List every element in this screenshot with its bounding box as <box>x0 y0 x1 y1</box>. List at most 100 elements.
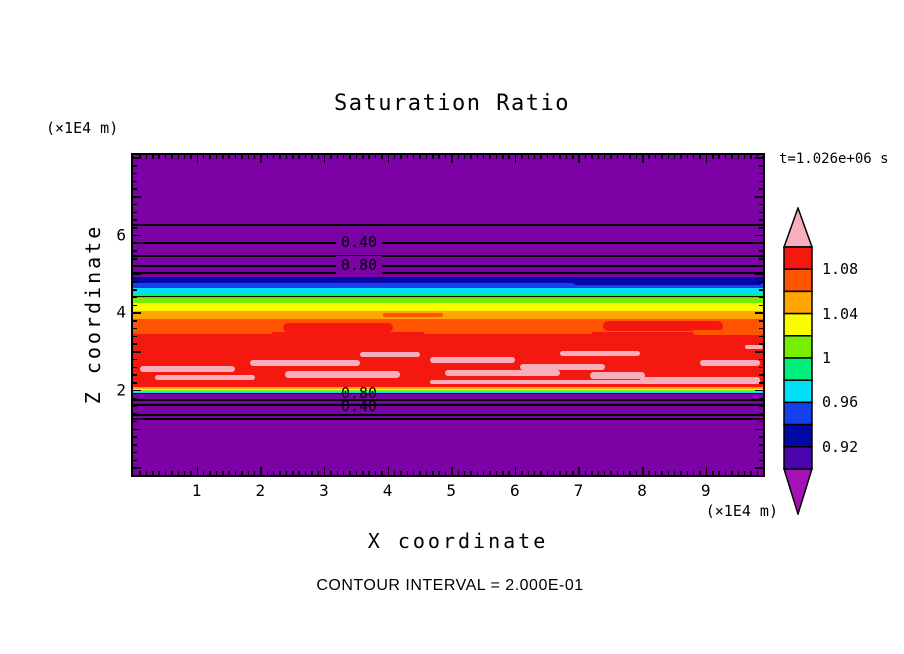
x-axis-tick <box>183 155 186 159</box>
x-axis-tick <box>368 155 370 159</box>
x-axis-tick <box>342 155 345 159</box>
x-axis-tick <box>476 471 479 475</box>
y-axis-tick <box>133 188 137 190</box>
contour-line <box>133 255 763 257</box>
y-axis-tick <box>133 413 137 415</box>
x-tick-label: 8 <box>637 481 647 500</box>
x-axis-tick <box>253 471 256 475</box>
x-axis-tick <box>540 155 542 159</box>
x-axis-tick <box>673 471 676 475</box>
y-axis-tick <box>133 234 141 237</box>
x-axis-tick <box>629 155 631 159</box>
contour-line <box>133 242 763 244</box>
y-axis-tick <box>759 281 763 283</box>
colorbar <box>782 205 814 519</box>
x-axis-tick <box>374 155 377 159</box>
x-axis-tick <box>342 471 345 475</box>
y-axis-tick <box>133 172 137 175</box>
y-axis-tick <box>759 436 763 438</box>
y-axis-tick <box>133 366 137 369</box>
color-band <box>133 388 763 390</box>
colorbar-tick-label: 0.96 <box>822 393 859 412</box>
x-axis-tick <box>724 471 727 475</box>
contour-value-label: 0.80 <box>340 384 378 402</box>
x-axis-tick <box>667 155 670 159</box>
color-band <box>133 298 763 303</box>
y-axis-tick <box>133 389 141 392</box>
y-axis-tick <box>759 188 763 190</box>
x-axis-tick <box>712 471 714 475</box>
contour-value-label: 0.40 <box>335 233 383 251</box>
x-axis-tick <box>686 471 689 475</box>
y-axis-tick <box>755 389 763 392</box>
color-patch <box>423 328 593 334</box>
x-axis-tick <box>540 471 542 475</box>
x-axis-tick <box>521 155 523 159</box>
x-axis-tick <box>629 471 631 475</box>
x-axis-tick <box>470 155 472 159</box>
x-axis-tick <box>215 471 218 475</box>
x-axis-tick <box>622 471 625 475</box>
chart-title: Saturation Ratio <box>334 91 570 116</box>
x-axis-tick <box>476 155 479 159</box>
colorbar-graphic <box>782 205 814 517</box>
contour-line <box>133 414 763 416</box>
y-axis-tick <box>759 289 763 291</box>
x-axis-tick <box>412 471 415 475</box>
color-patch <box>133 329 273 334</box>
x-axis-tick <box>680 471 682 475</box>
x-axis-tick <box>705 467 708 475</box>
y-axis-tick <box>755 196 763 198</box>
x-axis-tick <box>737 155 740 159</box>
y-axis-tick <box>133 397 137 400</box>
x-axis-tick <box>737 471 740 475</box>
x-axis-tick <box>285 471 288 475</box>
colorbar-above-range-arrow <box>782 205 814 248</box>
x-axis-tick <box>502 155 504 159</box>
y-axis-tick <box>759 265 763 268</box>
x-axis-tick <box>336 155 339 159</box>
colorbar-tick-label: 0.92 <box>822 437 859 456</box>
x-axis-tick <box>272 155 275 159</box>
x-axis-tick <box>183 471 186 475</box>
x-axis-tick <box>584 155 587 159</box>
color-band <box>133 288 763 294</box>
y-axis-tick <box>759 203 763 206</box>
x-axis-tick <box>578 467 580 475</box>
colorbar-segment <box>783 246 813 270</box>
x-axis-tick <box>432 155 434 159</box>
y-axis-tick <box>133 180 137 183</box>
x-axis-tick <box>355 155 358 159</box>
x-axis-unit-label: (×1E4 m) <box>705 502 778 520</box>
y-axis-tick <box>133 157 141 159</box>
x-axis-tick <box>463 155 466 159</box>
y-axis-tick <box>133 382 137 384</box>
y-axis-tick <box>133 273 141 276</box>
x-axis-tick <box>266 471 269 475</box>
y-axis-tick <box>759 165 763 167</box>
y-axis-tick <box>759 374 763 376</box>
supersaturation-streak <box>745 345 763 349</box>
x-axis-tick <box>171 471 173 475</box>
x-axis-tick <box>222 471 224 475</box>
supersaturation-streak <box>360 352 420 357</box>
x-axis-tick <box>482 155 485 159</box>
y-axis-tick <box>133 281 137 283</box>
color-band <box>133 283 763 288</box>
y-axis-tick <box>133 428 141 431</box>
x-axis-tick <box>597 155 600 159</box>
x-axis-tick <box>597 471 600 475</box>
x-axis-tick <box>521 471 523 475</box>
supersaturation-streak <box>445 370 560 376</box>
y-axis-tick <box>133 312 141 314</box>
y-axis-tick <box>133 358 137 361</box>
y-axis-tick <box>759 250 763 252</box>
x-axis-tick <box>406 155 409 159</box>
y-tick-label: 6 <box>116 225 126 245</box>
x-axis-tick <box>533 155 536 159</box>
x-axis-tick <box>209 155 211 159</box>
supersaturation-streak <box>285 371 400 378</box>
colorbar-below-range-arrow <box>782 468 814 517</box>
x-tick-label: 6 <box>509 481 520 500</box>
